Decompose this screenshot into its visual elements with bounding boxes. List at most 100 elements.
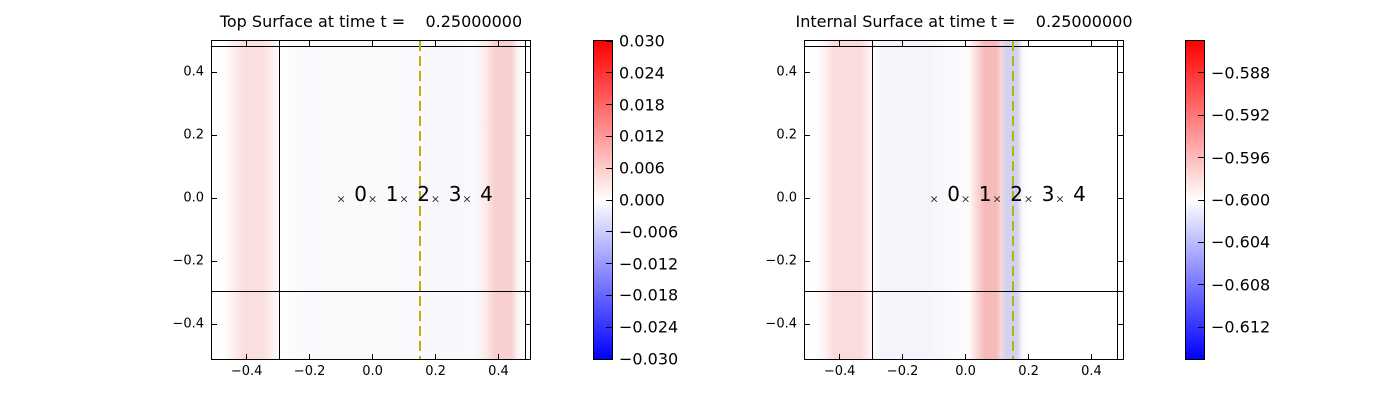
y-tick-label: 0.2	[183, 127, 204, 143]
x-marker: ×	[960, 192, 971, 206]
x-marker: ×	[992, 192, 1002, 206]
x-tick-top	[1028, 41, 1030, 46]
x-tick	[902, 354, 904, 359]
dashed-marker-line	[418, 41, 421, 359]
colorbar-tick	[606, 135, 612, 137]
x-tick-label: −0.2	[293, 364, 326, 379]
y-tick	[212, 197, 217, 199]
y-tick	[212, 323, 217, 325]
colorbar-tick	[1198, 114, 1204, 116]
marker-label: 3	[1041, 182, 1055, 207]
colorbar-tick	[606, 72, 612, 74]
colorbar-tick-label: 0.030	[619, 31, 665, 51]
colorbar-tick-label: 0.024	[619, 63, 665, 83]
plot-title-top-surface: Top Surface at time t = 0.25000000	[219, 12, 523, 31]
colorbar-tick	[606, 263, 612, 265]
x-tick-label: −0.4	[230, 364, 263, 379]
colorbar-tick-label: −0.024	[619, 317, 679, 337]
x-tick-label: 0.4	[1081, 364, 1102, 379]
x-marker: ×	[367, 192, 378, 206]
colorbar-tick-label: 0.000	[619, 190, 665, 210]
y-tick-label: −0.2	[765, 253, 797, 269]
x-tick-top	[1091, 41, 1092, 46]
y-tick-right	[1118, 71, 1123, 73]
boundary-line-horizontal	[212, 290, 530, 292]
y-tick	[212, 260, 217, 262]
boundary-line-vertical	[872, 41, 874, 359]
x-tick	[498, 354, 499, 359]
y-tick-label: −0.4	[765, 316, 797, 332]
marker-label: 2	[417, 182, 430, 207]
x-tick	[1091, 354, 1092, 359]
x-tick-label: 0.2	[1018, 364, 1039, 379]
colorbar-tick	[1198, 72, 1204, 74]
x-tick	[965, 354, 967, 359]
colorbar-tick	[1198, 199, 1204, 201]
x-tick-label: 0.2	[425, 364, 446, 379]
colorbar-tick	[606, 40, 612, 42]
boundary-line-vertical	[279, 41, 281, 359]
x-tick	[372, 354, 374, 359]
colorbar-tick	[1198, 241, 1204, 243]
x-tick-top	[246, 41, 248, 46]
marker-label: 4	[1073, 182, 1086, 207]
y-tick-right	[525, 197, 530, 199]
colorbar-tick-label: −0.612	[1211, 317, 1271, 337]
y-tick-right	[1118, 260, 1123, 262]
y-tick	[805, 134, 810, 136]
y-tick	[805, 71, 810, 73]
marker-label: 2	[1010, 182, 1023, 207]
x-tick-top	[498, 41, 499, 46]
colorbar-tick	[606, 326, 612, 328]
y-tick-right	[525, 323, 530, 325]
colorbar-tick-label: −0.006	[619, 222, 679, 242]
boundary-line-horizontal	[805, 45, 1123, 47]
y-tick-right	[525, 71, 530, 73]
colorbar-tick	[1198, 326, 1204, 328]
plot-title-internal-surface: Internal Surface at time t = 0.25000000	[795, 12, 1133, 31]
y-tick	[805, 323, 810, 325]
x-tick-top	[902, 41, 904, 46]
boundary-line-horizontal	[805, 290, 1123, 292]
colorbar-top-surface: 0.030 0.024 0.018 0.012 0.006 0.000 −0.006 −0.0…	[593, 32, 678, 369]
y-tick	[212, 134, 217, 136]
y-tick-label: 0.2	[776, 127, 797, 143]
x-tick-label: 0.0	[955, 364, 976, 379]
colorbar-tick	[1198, 157, 1204, 159]
x-marker: ×	[399, 192, 409, 206]
colorbar-tick	[606, 104, 612, 106]
x-marker: ×	[1023, 192, 1034, 206]
x-marker: ×	[1055, 192, 1065, 206]
x-tick	[246, 354, 248, 359]
boundary-line-vertical	[1116, 41, 1118, 359]
axes-internal-surface: −0.4 −0.2 0.0 0.2 0.4 0.4 0.2 0.0 −0.2 −0.4 × 0 × 1 × 2…	[765, 40, 1124, 379]
y-tick-right	[1118, 134, 1123, 136]
x-tick	[1028, 354, 1030, 359]
colorbar-internal-surface: −0.588 −0.592 −0.596 −0.600 −0.604 −0.608 −0.6…	[1185, 40, 1270, 360]
colorbar-tick-label: 0.018	[619, 95, 665, 115]
y-tick-label: 0.4	[776, 64, 797, 80]
colorbar-tick	[606, 358, 612, 360]
x-tick-label: −0.2	[886, 364, 919, 379]
marker-label: 1	[385, 182, 399, 207]
y-tick	[805, 260, 810, 262]
x-tick	[309, 354, 311, 359]
y-tick-label: 0.0	[183, 190, 204, 206]
x-tick-top	[965, 41, 967, 46]
colorbar-tick-label: −0.608	[1211, 275, 1271, 295]
x-marker: ×	[462, 192, 472, 206]
x-marker: ×	[336, 192, 346, 206]
dashed-marker-line	[1011, 41, 1014, 359]
y-tick-label: 0.0	[776, 190, 797, 206]
x-tick	[435, 354, 437, 359]
boundary-line-horizontal	[212, 45, 530, 47]
x-tick-top	[839, 41, 841, 46]
boundary-line-vertical	[525, 41, 527, 359]
colorbar-tick-label: 0.012	[619, 126, 665, 146]
y-tick-label: −0.2	[172, 253, 204, 269]
colorbar-tick	[1198, 284, 1204, 286]
colorbar-tick-label: −0.592	[1211, 105, 1271, 125]
x-tick-label: 0.0	[362, 364, 383, 379]
y-tick-label: −0.4	[172, 316, 204, 332]
